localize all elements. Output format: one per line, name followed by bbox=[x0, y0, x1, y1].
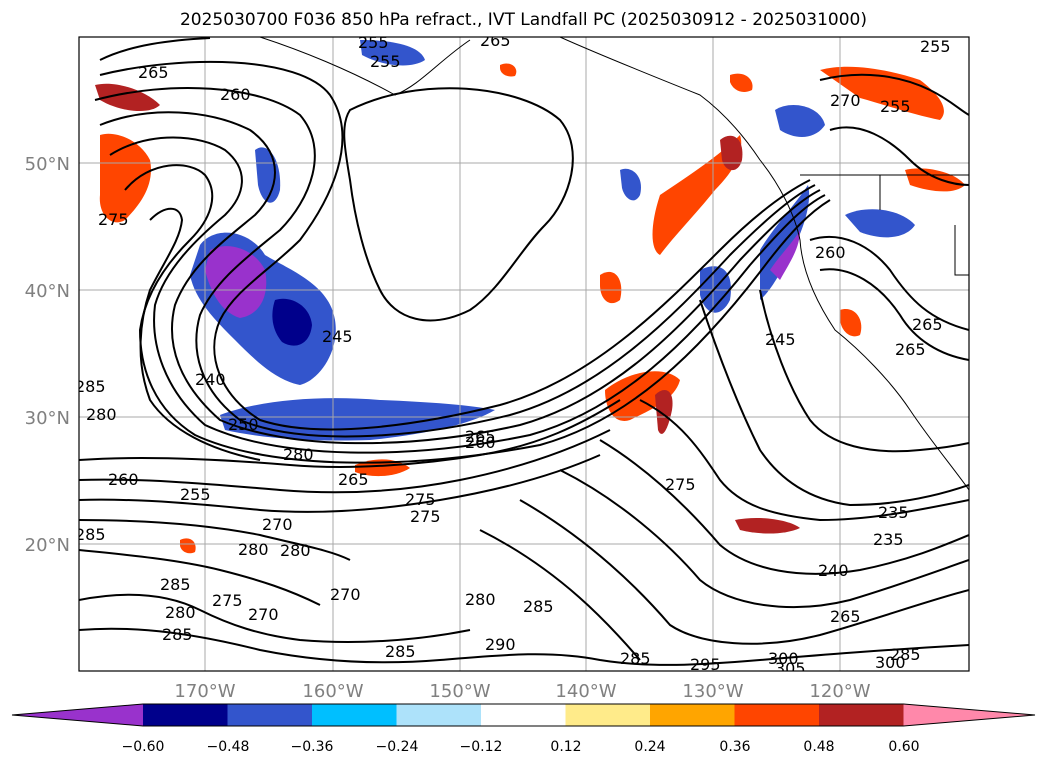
colorbar-swatch bbox=[396, 704, 481, 726]
colorbar-tick-label: 0.24 bbox=[634, 739, 665, 755]
colorbar-swatch bbox=[734, 704, 819, 726]
contour-lines bbox=[79, 37, 969, 666]
contour-label: 265 bbox=[465, 427, 496, 446]
longitude-label: 150°W bbox=[429, 681, 490, 702]
contour-label: 270 bbox=[330, 585, 361, 604]
latitude-label: 50°N bbox=[25, 154, 70, 175]
contour-label: 260 bbox=[108, 470, 139, 489]
colorbar-swatch bbox=[227, 704, 312, 726]
longitude-label: 140°W bbox=[555, 681, 616, 702]
contour-label: 280 bbox=[283, 445, 314, 464]
colorbar-swatch bbox=[143, 704, 228, 726]
contour-label: 285 bbox=[75, 377, 106, 396]
contour-label: 255 bbox=[880, 97, 911, 116]
colorbar-outline bbox=[11, 703, 1036, 727]
contour-label: 270 bbox=[262, 515, 293, 534]
graticule bbox=[79, 37, 969, 671]
contour-label: 285 bbox=[620, 649, 651, 668]
contour-label: 275 bbox=[98, 210, 129, 229]
contour-label: 280 bbox=[86, 405, 117, 424]
contour-label: 300 bbox=[875, 653, 906, 672]
contour-label: 265 bbox=[480, 31, 511, 50]
contour-label: 250 bbox=[228, 415, 259, 434]
contour-label: 265 bbox=[912, 315, 943, 334]
contour-label: 300 bbox=[768, 649, 799, 668]
colorbar-tick-label: −0.24 bbox=[376, 739, 419, 755]
contour-label: 255 bbox=[358, 33, 389, 52]
contour-label: 280 bbox=[280, 541, 311, 560]
contour-label: 240 bbox=[195, 370, 226, 389]
contour-label: 270 bbox=[248, 605, 279, 624]
contour-label: 280 bbox=[165, 603, 196, 622]
contour-label: 305 bbox=[775, 659, 806, 678]
contour-label: 240 bbox=[818, 561, 849, 580]
contour-label: 260 bbox=[815, 243, 846, 262]
longitude-label: 170°W bbox=[174, 681, 235, 702]
shaded-field bbox=[95, 40, 965, 554]
contour-label: 245 bbox=[765, 330, 796, 349]
contour-label: 265 bbox=[138, 63, 169, 82]
coastlines bbox=[259, 37, 969, 491]
colorbar-swatch bbox=[12, 704, 143, 726]
contour-label: 265 bbox=[895, 340, 926, 359]
contour-label: 280 bbox=[465, 590, 496, 609]
colorbar-tick-labels: −0.60 −0.48 −0.36 −0.24 −0.12 0.12 0.24 … bbox=[122, 739, 920, 755]
contour-label: 255 bbox=[370, 52, 401, 71]
contour-label: 235 bbox=[873, 530, 904, 549]
contour-label: 275 bbox=[665, 475, 696, 494]
contour-label: 285 bbox=[385, 642, 416, 661]
contour-labels: 265 260 275 265 285 280 240 250 245 260 … bbox=[75, 31, 951, 678]
colorbar-tick-label: 0.48 bbox=[803, 739, 834, 755]
colorbar-tick-label: −0.12 bbox=[460, 739, 503, 755]
contour-label: 265 bbox=[338, 470, 369, 489]
colorbar-tick-label: 0.36 bbox=[719, 739, 750, 755]
map-panel bbox=[79, 37, 969, 671]
contour-label: 285 bbox=[890, 645, 921, 664]
contour-label: 245 bbox=[322, 327, 353, 346]
latitude-label: 20°N bbox=[25, 535, 70, 556]
colorbar-swatch bbox=[481, 704, 566, 726]
contour-label: 260 bbox=[465, 433, 496, 452]
colorbar-tick-label: −0.36 bbox=[291, 739, 334, 755]
contour-label: 255 bbox=[180, 485, 211, 504]
contour-label: 275 bbox=[212, 591, 243, 610]
contour-label: 285 bbox=[160, 575, 191, 594]
contour-label: 280 bbox=[238, 540, 269, 559]
colorbar-tick-label: 0.60 bbox=[888, 739, 919, 755]
map-border bbox=[78, 36, 970, 672]
contour-label: 270 bbox=[830, 91, 861, 110]
longitude-label: 120°W bbox=[809, 681, 870, 702]
longitude-label: 160°W bbox=[302, 681, 363, 702]
contour-label: 275 bbox=[405, 490, 436, 509]
contour-label: 285 bbox=[523, 597, 554, 616]
colorbar-swatch bbox=[650, 704, 735, 726]
colorbar-tick-label: −0.60 bbox=[122, 739, 165, 755]
longitude-axis: 170°W 160°W 150°W 140°W 130°W 120°W bbox=[174, 681, 870, 702]
longitude-label: 130°W bbox=[682, 681, 743, 702]
colorbar-swatch bbox=[819, 704, 904, 726]
colorbar-tick-label: −0.48 bbox=[207, 739, 250, 755]
contour-label: 295 bbox=[690, 655, 721, 674]
colorbar-tick-label: 0.12 bbox=[550, 739, 581, 755]
contour-label: 275 bbox=[410, 507, 441, 526]
map-title: 2025030700 F036 850 hPa refract., IVT La… bbox=[179, 10, 867, 30]
colorbar-swatch bbox=[903, 704, 1035, 726]
contour-label: 255 bbox=[920, 37, 951, 56]
contour-label: 235 bbox=[878, 503, 909, 522]
contour-label: 265 bbox=[830, 607, 861, 626]
colorbar bbox=[11, 703, 1036, 727]
contour-label: 290 bbox=[485, 635, 516, 654]
latitude-label: 30°N bbox=[25, 408, 70, 429]
contour-label: 260 bbox=[220, 85, 251, 104]
contour-label: 285 bbox=[162, 625, 193, 644]
contour-label: 285 bbox=[75, 525, 106, 544]
latitude-label: 40°N bbox=[25, 281, 70, 302]
latitude-axis: 50°N 40°N 30°N 20°N bbox=[25, 154, 70, 556]
colorbar-swatch bbox=[312, 704, 397, 726]
colorbar-swatch bbox=[565, 704, 650, 726]
